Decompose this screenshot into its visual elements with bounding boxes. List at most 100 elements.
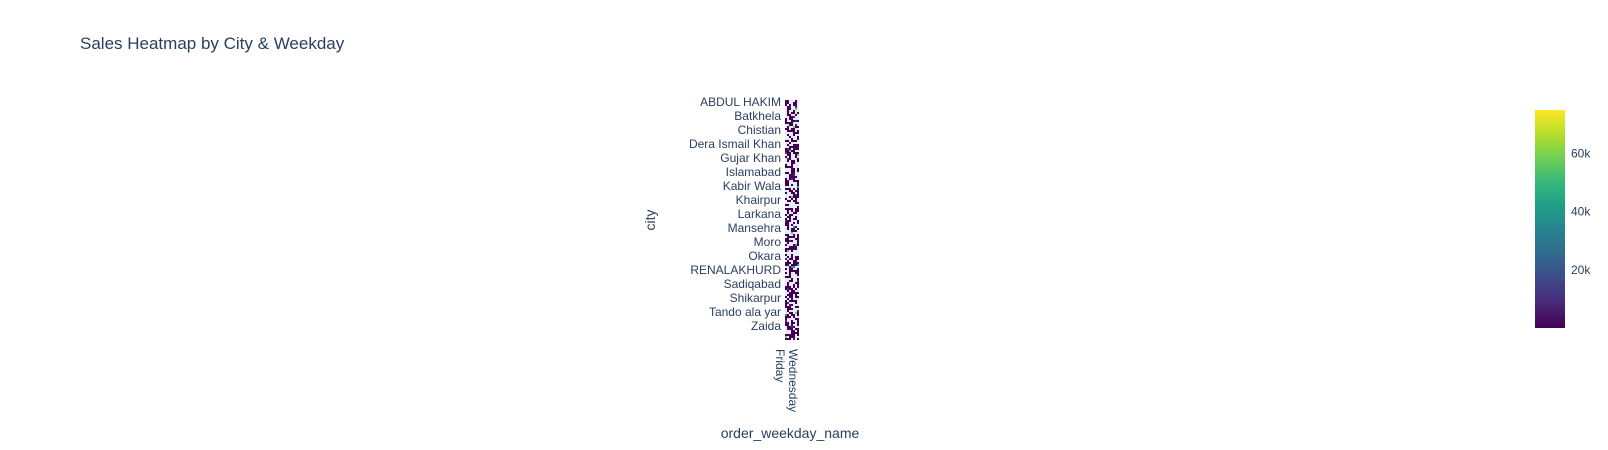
heatmap-cell [793, 150, 795, 152]
heatmap-cell [785, 306, 787, 308]
heatmap-cell [787, 222, 789, 224]
heatmap-cell [793, 196, 795, 198]
heatmap-cell [793, 144, 795, 146]
heatmap-cell [789, 146, 791, 148]
heatmap-cell [789, 304, 791, 306]
heatmap-cell [789, 214, 791, 216]
heatmap-cell [795, 146, 797, 148]
heatmap-cell [785, 164, 787, 166]
heatmap-cell [797, 152, 799, 154]
heatmap-cell [785, 128, 787, 130]
heatmap-cell [789, 306, 791, 308]
heatmap-cell [789, 300, 791, 302]
heatmap-cell [793, 246, 795, 248]
heatmap-cell [791, 162, 793, 164]
heatmap-cell [785, 286, 787, 288]
heatmap-cell [797, 270, 799, 272]
heatmap-cell [793, 194, 795, 196]
heatmap-cell [795, 332, 797, 334]
heatmap-cell [785, 218, 787, 220]
heatmap-cell [797, 296, 799, 298]
heatmap-cell [789, 124, 791, 126]
heatmap-cell [787, 106, 789, 108]
heatmap-cell [795, 244, 797, 246]
heatmap-cell [797, 310, 799, 312]
heatmap-cell [787, 298, 789, 300]
heatmap-cell [789, 116, 791, 118]
heatmap-cell [787, 220, 789, 222]
heatmap-cell [797, 274, 799, 276]
heatmap-cell [795, 102, 797, 104]
heatmap-cell [793, 260, 795, 262]
heatmap-cell [797, 234, 799, 236]
heatmap-cell [793, 128, 795, 130]
heatmap-cell [789, 296, 791, 298]
heatmap-cell [789, 274, 791, 276]
heatmap-cell [787, 314, 789, 316]
heatmap-cell [791, 128, 793, 130]
heatmap-cell [793, 170, 795, 172]
y-tick-label: Tando ala yar [709, 305, 781, 319]
heatmap-cell [797, 168, 799, 170]
heatmap-cell [791, 330, 793, 332]
heatmap-cell [787, 248, 789, 250]
heatmap-cell [787, 140, 789, 142]
heatmap-cell [793, 326, 795, 328]
heatmap-cell [797, 160, 799, 162]
heatmap-cell [797, 282, 799, 284]
heatmap-cell [789, 270, 791, 272]
heatmap-cell [797, 264, 799, 266]
heatmap-cell [785, 240, 787, 242]
heatmap-cell [793, 192, 795, 194]
heatmap-cell [785, 276, 787, 278]
heatmap-cell [797, 332, 799, 334]
heatmap-cell [787, 200, 789, 202]
heatmap-cell [787, 326, 789, 328]
heatmap-cell [791, 122, 793, 124]
heatmap-cell [789, 262, 791, 264]
heatmap-cell [787, 172, 789, 174]
heatmap-cell [793, 146, 795, 148]
heatmap-cell [789, 328, 791, 330]
heatmap-cell [785, 268, 787, 270]
heatmap-cell [787, 102, 789, 104]
heatmap-cell [793, 134, 795, 136]
heatmap-cell [787, 166, 789, 168]
heatmap-cell [785, 122, 787, 124]
heatmap-cell [797, 244, 799, 246]
heatmap-cell [789, 174, 791, 176]
y-tick-label: Mansehra [728, 221, 782, 235]
heatmap-cell [789, 266, 791, 268]
heatmap-cell [785, 296, 787, 298]
x-axis-label: order_weekday_name [721, 425, 860, 441]
heatmap-cell [791, 308, 793, 310]
heatmap-cell [797, 338, 799, 340]
heatmap-cell [797, 314, 799, 316]
y-tick-label: Batkhela [734, 109, 781, 123]
heatmap-cell [787, 256, 789, 258]
heatmap-cell [791, 250, 793, 252]
heatmap-cell [795, 100, 797, 102]
heatmap-cell [787, 182, 789, 184]
heatmap-cell [793, 112, 795, 114]
heatmap-cell [789, 236, 791, 238]
heatmap-cell [791, 266, 793, 268]
heatmap-cell [787, 184, 789, 186]
heatmap-cell [789, 308, 791, 310]
heatmap-cell [785, 148, 787, 150]
heatmap-cells [785, 100, 799, 340]
heatmap-cell [785, 180, 787, 182]
heatmap-cell [795, 120, 797, 122]
heatmap-cell [789, 158, 791, 160]
heatmap-cell [789, 136, 791, 138]
heatmap-cell [795, 300, 797, 302]
heatmap-cell [791, 160, 793, 162]
heatmap-cell [791, 210, 793, 212]
heatmap-cell [787, 308, 789, 310]
heatmap-cell [795, 302, 797, 304]
heatmap-cell [793, 212, 795, 214]
heatmap-cell [795, 292, 797, 294]
heatmap-cell [785, 172, 787, 174]
heatmap-cell [797, 186, 799, 188]
